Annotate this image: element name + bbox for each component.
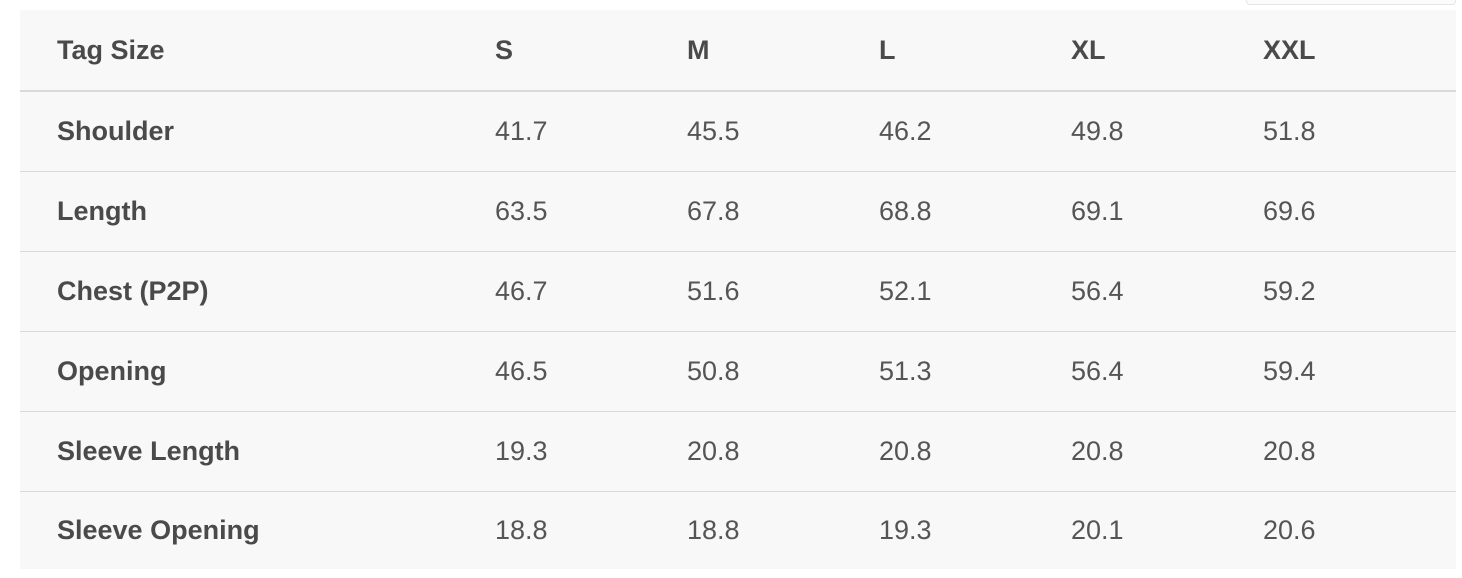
table-cell: 63.5 [495, 196, 548, 226]
table-row-chest: Chest (P2P) 46.7 51.6 52.1 56.4 59.2 [20, 252, 1456, 332]
table-cell: 45.5 [687, 116, 740, 146]
table-cell: 46.5 [495, 356, 548, 386]
table-cell: 52.1 [879, 276, 932, 306]
header-tag-size: Tag Size [20, 10, 495, 92]
table-cell: 19.3 [879, 515, 932, 545]
row-label: Shoulder [57, 116, 175, 146]
table-cell: 20.8 [687, 436, 740, 466]
table-cell: 68.8 [879, 196, 932, 226]
table-cell: 51.3 [879, 356, 932, 386]
corner-tab[interactable] [1246, 0, 1456, 5]
header-size-m: M [687, 10, 879, 92]
table-cell: 69.6 [1263, 196, 1316, 226]
table-cell: 19.3 [495, 436, 548, 466]
table-header-row: Tag Size S M L XL XXL [20, 10, 1456, 92]
table-cell: 20.1 [1071, 515, 1124, 545]
table-cell: 50.8 [687, 356, 740, 386]
table-cell: 20.8 [1071, 436, 1124, 466]
row-label: Chest (P2P) [57, 276, 209, 306]
table-cell: 18.8 [495, 515, 548, 545]
header-size-s: S [495, 10, 687, 92]
table-cell: 41.7 [495, 116, 548, 146]
table-cell: 20.8 [1263, 436, 1316, 466]
table-cell: 56.4 [1071, 356, 1124, 386]
row-label: Opening [57, 356, 167, 386]
table-cell: 59.2 [1263, 276, 1316, 306]
table-cell: 18.8 [687, 515, 740, 545]
header-size-xxl: XXL [1263, 10, 1456, 92]
row-label: Sleeve Length [57, 436, 241, 466]
table-cell: 20.6 [1263, 515, 1316, 545]
table-cell: 20.8 [879, 436, 932, 466]
table-cell: 67.8 [687, 196, 740, 226]
size-chart-table: Tag Size S M L XL XXL Shoulder 41.7 45.5… [20, 10, 1456, 569]
table-row-shoulder: Shoulder 41.7 45.5 46.2 49.8 51.8 [20, 91, 1456, 172]
table-cell: 59.4 [1263, 356, 1316, 386]
row-label: Length [57, 196, 147, 226]
table-cell: 46.7 [495, 276, 548, 306]
table-row-sleeve-opening: Sleeve Opening 18.8 18.8 19.3 20.1 20.6 [20, 492, 1456, 570]
table-cell: 49.8 [1071, 116, 1124, 146]
table-cell: 51.6 [687, 276, 740, 306]
table-cell: 56.4 [1071, 276, 1124, 306]
table-cell: 46.2 [879, 116, 932, 146]
table-cell: 69.1 [1071, 196, 1124, 226]
header-size-l: L [879, 10, 1071, 92]
table-row-sleeve-length: Sleeve Length 19.3 20.8 20.8 20.8 20.8 [20, 412, 1456, 492]
table-cell: 51.8 [1263, 116, 1316, 146]
table-row-length: Length 63.5 67.8 68.8 69.1 69.6 [20, 172, 1456, 252]
row-label: Sleeve Opening [57, 515, 260, 545]
table-row-opening: Opening 46.5 50.8 51.3 56.4 59.4 [20, 332, 1456, 412]
header-size-xl: XL [1071, 10, 1263, 92]
